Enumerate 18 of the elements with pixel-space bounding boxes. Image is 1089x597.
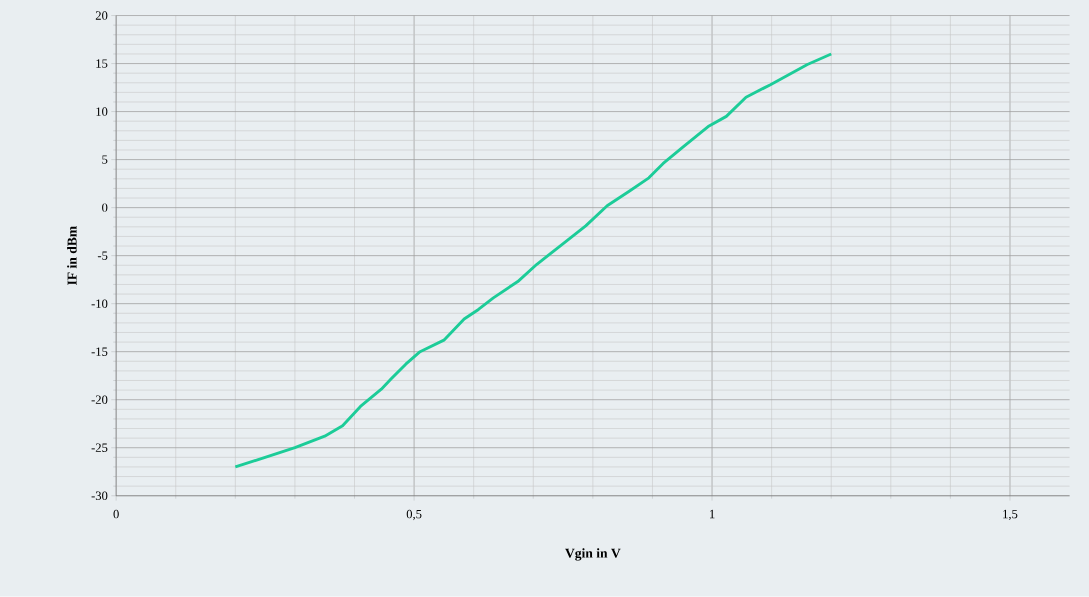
- y-tick-label: -25: [91, 443, 108, 453]
- x-tick-label: 0,5: [406, 509, 422, 521]
- x-tick-label: 1,5: [1003, 509, 1018, 521]
- y-tick-label: -15: [91, 347, 108, 356]
- x-tick-label: 0: [113, 509, 119, 519]
- y-axis-title: IF in dBm: [67, 226, 77, 286]
- y-tick-label: -20: [91, 395, 108, 405]
- y-tick-label: 20: [95, 11, 108, 20]
- line-series: [233, 52, 833, 469]
- x-axis-title: Vgin in V: [565, 548, 621, 561]
- y-tick-label: 0: [102, 203, 108, 212]
- y-tick-label: 15: [96, 59, 108, 68]
- y-tick-label: -10: [91, 299, 108, 308]
- y-tick-label: -30: [91, 491, 108, 501]
- x-tick-label: 1: [710, 509, 715, 519]
- y-tick-label: -5: [97, 251, 108, 260]
- y-tick-label: 10: [96, 107, 108, 116]
- y-tick-label: 5: [102, 155, 108, 164]
